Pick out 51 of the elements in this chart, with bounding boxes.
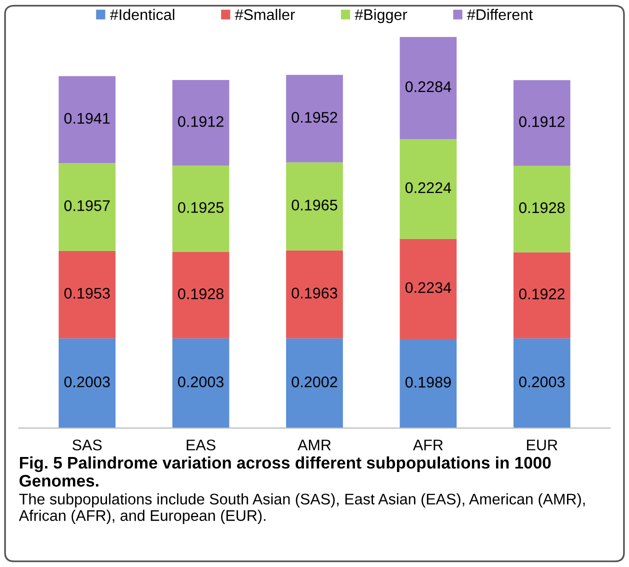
bar: [172, 252, 230, 338]
data-label: 0.1912: [519, 116, 565, 128]
data-label: 0.2003: [519, 376, 565, 388]
data-label: 0.2234: [405, 282, 452, 294]
bar: [58, 76, 116, 164]
bar: [400, 139, 457, 239]
bar: [513, 252, 570, 338]
x-tick-label: AMR: [298, 440, 331, 450]
bar: [513, 166, 570, 252]
data-label: 0.1953: [64, 288, 110, 299]
bar: [400, 238, 457, 339]
legend-label: #Bigger: [354, 8, 408, 24]
data-label: 0.1957: [64, 200, 110, 212]
legend-label: #Identical: [110, 8, 174, 20]
bar: [400, 36, 457, 140]
data-label: 0.1989: [405, 376, 451, 388]
data-label: 0.1952: [292, 112, 338, 123]
bar: [286, 338, 343, 428]
data-label: 0.1922: [519, 288, 565, 300]
data-label: 0.1925: [178, 202, 224, 213]
data-label: 0.1928: [519, 202, 565, 214]
bar: [58, 250, 116, 338]
data-label: 0.1912: [178, 116, 224, 127]
bar: [513, 338, 570, 428]
bar: [513, 80, 570, 166]
bar: [172, 166, 230, 252]
x-tick-label: SAS: [72, 440, 102, 450]
x-tick-label: AFR: [412, 440, 443, 450]
data-label: 0.2224: [405, 182, 452, 194]
bar: [400, 338, 457, 428]
data-label: 0.2003: [64, 376, 110, 388]
bar: [286, 74, 343, 162]
data-label: 0.1941: [64, 112, 110, 124]
bar: [286, 162, 343, 250]
caption: Fig. 5 Palindrome variation across different subpopulations in 1000 Genomes.: [20, 456, 551, 487]
data-label: 0.1963: [292, 288, 338, 298]
data-label: 0.1928: [178, 288, 224, 300]
legend-label: #Different: [467, 8, 533, 20]
x-tick-label: EUR: [527, 440, 558, 450]
bar: [58, 338, 116, 428]
bar: [286, 250, 343, 338]
data-label: 0.2284: [405, 81, 452, 92]
data-label: 0.1965: [292, 200, 338, 210]
x-tick-label: EAS: [186, 440, 216, 450]
text: The subpopulations include South Asian (SAS), East Asian (EAS), American (AMR), African (AFR), and European (EUR).: [18, 493, 585, 524]
bar: [172, 80, 230, 166]
bar: [172, 338, 230, 428]
legend-label: #Smaller: [234, 8, 295, 20]
data-label: 0.2003: [178, 376, 224, 388]
bar: [58, 163, 116, 251]
data-label: 0.2002: [292, 376, 338, 388]
